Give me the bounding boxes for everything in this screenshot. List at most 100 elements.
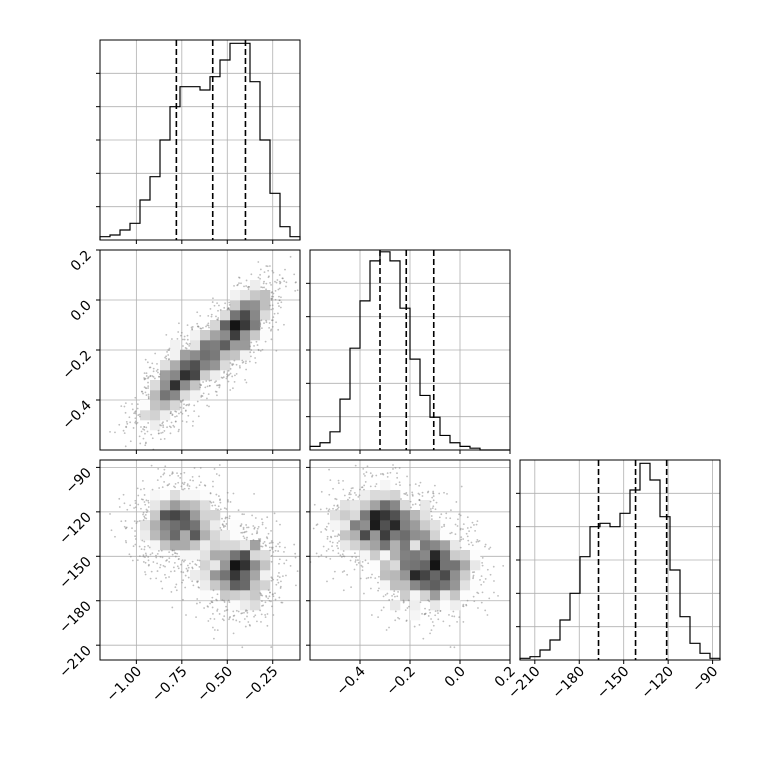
sample-point xyxy=(216,318,219,321)
sample-point xyxy=(449,517,452,520)
density-cell xyxy=(360,520,371,531)
sample-point xyxy=(118,497,121,500)
density-cell xyxy=(170,540,181,551)
sample-point xyxy=(240,523,243,526)
density-cell xyxy=(220,310,231,321)
sample-point xyxy=(336,504,339,507)
sample-point xyxy=(443,523,446,526)
sample-point xyxy=(361,565,364,568)
density-cell xyxy=(370,520,381,531)
density-cell xyxy=(400,570,411,581)
sample-point xyxy=(341,571,344,573)
sample-point xyxy=(371,475,373,478)
density-cell xyxy=(160,400,171,411)
sample-point xyxy=(176,337,179,340)
sample-point xyxy=(414,503,417,505)
x-tick-label: −0.25 xyxy=(240,664,282,706)
density-cell xyxy=(180,500,191,511)
sample-point xyxy=(151,552,154,555)
sample-point xyxy=(142,428,144,430)
sample-point xyxy=(183,403,185,406)
sample-point xyxy=(274,289,277,292)
sample-point xyxy=(211,301,214,303)
sample-point xyxy=(456,525,459,527)
sample-point xyxy=(224,525,227,528)
sample-point xyxy=(159,563,162,566)
sample-point xyxy=(281,277,284,280)
sample-point xyxy=(486,614,489,616)
sample-point xyxy=(333,504,336,507)
sample-point xyxy=(199,601,201,604)
sample-point xyxy=(270,328,273,331)
density-cell xyxy=(170,350,181,361)
sample-point xyxy=(155,554,157,557)
sample-point xyxy=(257,261,260,263)
density-cell xyxy=(190,500,201,511)
sample-point xyxy=(199,466,202,469)
sample-point xyxy=(180,331,183,334)
sample-point xyxy=(137,494,140,497)
sample-point xyxy=(264,527,267,529)
sample-point xyxy=(327,522,330,525)
sample-point xyxy=(252,525,255,527)
sample-point xyxy=(312,527,315,530)
sample-point xyxy=(326,580,328,583)
sample-point xyxy=(144,561,147,564)
sample-point xyxy=(242,528,245,530)
sample-point xyxy=(432,492,434,494)
sample-point xyxy=(134,454,136,456)
density-cell xyxy=(460,590,471,601)
sample-point xyxy=(267,269,270,272)
sample-point xyxy=(228,616,231,619)
sample-point xyxy=(432,495,435,497)
sample-point xyxy=(450,531,453,534)
sample-point xyxy=(196,322,199,325)
sample-point xyxy=(186,484,189,487)
sample-point xyxy=(466,599,469,602)
sample-point xyxy=(240,531,243,534)
sample-point xyxy=(429,611,432,614)
sample-point xyxy=(170,570,172,573)
sample-point xyxy=(187,566,190,569)
sample-point xyxy=(138,413,141,416)
sample-point xyxy=(233,284,235,287)
sample-point xyxy=(267,532,270,535)
sample-point xyxy=(358,494,361,497)
sample-point xyxy=(449,646,452,648)
density-cell xyxy=(150,490,161,501)
density-cell xyxy=(440,560,451,571)
sample-point xyxy=(140,426,142,428)
sample-point xyxy=(144,391,147,394)
sample-point xyxy=(335,508,338,511)
density-cell xyxy=(350,540,361,551)
sample-point xyxy=(217,505,220,508)
sample-point xyxy=(202,326,204,329)
sample-point xyxy=(488,548,491,550)
sample-point xyxy=(350,586,352,589)
density-cell xyxy=(340,510,351,521)
panel-1-1 xyxy=(306,249,511,454)
sample-point xyxy=(266,624,269,627)
sample-point xyxy=(274,592,276,595)
sample-point xyxy=(163,481,166,483)
sample-point xyxy=(468,530,471,533)
sample-point xyxy=(263,286,266,289)
sample-point xyxy=(338,534,341,537)
sample-point xyxy=(124,539,127,542)
sample-point xyxy=(205,380,208,382)
sample-point xyxy=(150,570,153,573)
sample-point xyxy=(405,492,408,494)
sample-point xyxy=(328,468,330,471)
sample-point xyxy=(166,351,168,353)
sample-point xyxy=(229,389,232,391)
sample-point xyxy=(348,491,351,494)
sample-point xyxy=(160,432,163,434)
sample-point xyxy=(154,352,157,355)
sample-point xyxy=(173,549,176,552)
sample-point xyxy=(149,366,152,369)
sample-point xyxy=(346,573,349,576)
sample-point xyxy=(429,508,432,510)
sample-point xyxy=(434,614,437,617)
sample-point xyxy=(462,523,465,526)
sample-point xyxy=(234,374,236,377)
